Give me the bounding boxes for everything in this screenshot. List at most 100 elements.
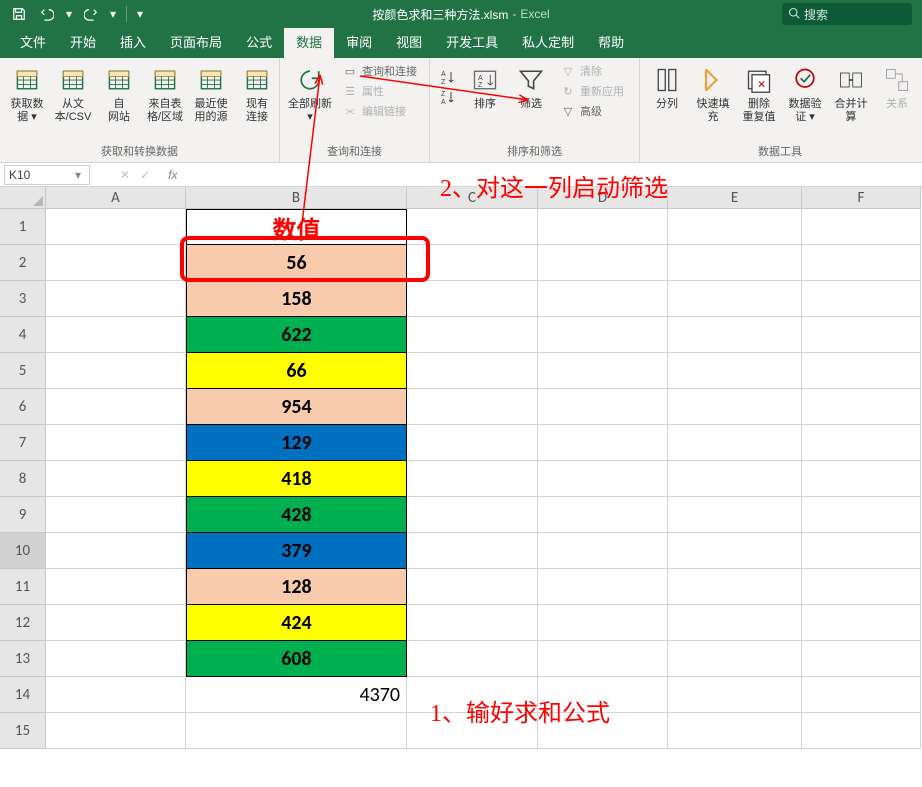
cell-A15[interactable]: [46, 713, 186, 749]
sort-desc-button[interactable]: ZA: [436, 88, 460, 106]
cell-E9[interactable]: [668, 497, 802, 533]
cell-D11[interactable]: [538, 569, 668, 605]
cell-F6[interactable]: [802, 389, 921, 425]
formula-input[interactable]: [183, 165, 922, 185]
select-all-corner[interactable]: [0, 187, 46, 209]
cell-C15[interactable]: [407, 713, 538, 749]
cell-D4[interactable]: [538, 317, 668, 353]
cell-B12[interactable]: 424: [186, 605, 407, 641]
cell-A8[interactable]: [46, 461, 186, 497]
row-header-6[interactable]: 6: [0, 389, 46, 425]
cell-C8[interactable]: [407, 461, 538, 497]
refresh-all-button[interactable]: 全部刷新 ▾: [286, 62, 334, 126]
search-box[interactable]: 搜索: [782, 3, 912, 25]
ribbon-btn-g1-5[interactable]: 现有 连接: [236, 62, 278, 126]
menu-tab-2[interactable]: 插入: [108, 26, 158, 58]
cell-C11[interactable]: [407, 569, 538, 605]
ribbon-btn-g4-5[interactable]: 关系: [876, 62, 918, 113]
cell-C12[interactable]: [407, 605, 538, 641]
properties-button[interactable]: ☰属性: [338, 82, 421, 100]
undo-dropdown-icon[interactable]: ▾: [64, 3, 74, 25]
cancel-icon[interactable]: ✕: [120, 168, 130, 182]
cell-F8[interactable]: [802, 461, 921, 497]
menu-tab-8[interactable]: 开发工具: [434, 26, 510, 58]
cell-F12[interactable]: [802, 605, 921, 641]
cell-D9[interactable]: [538, 497, 668, 533]
cell-E7[interactable]: [668, 425, 802, 461]
cell-D5[interactable]: [538, 353, 668, 389]
row-header-3[interactable]: 3: [0, 281, 46, 317]
row-header-8[interactable]: 8: [0, 461, 46, 497]
cell-B10[interactable]: 379: [186, 533, 407, 569]
cell-F2[interactable]: [802, 245, 921, 281]
cell-E15[interactable]: [668, 713, 802, 749]
column-header-E[interactable]: E: [668, 187, 802, 209]
ribbon-btn-g4-0[interactable]: 分列: [646, 62, 688, 113]
cell-C3[interactable]: [407, 281, 538, 317]
cell-A7[interactable]: [46, 425, 186, 461]
menu-tab-10[interactable]: 帮助: [586, 26, 636, 58]
cell-B14[interactable]: 4370: [186, 677, 407, 713]
cell-C9[interactable]: [407, 497, 538, 533]
cell-C13[interactable]: [407, 641, 538, 677]
redo-dropdown-icon[interactable]: ▾: [108, 3, 118, 25]
row-header-2[interactable]: 2: [0, 245, 46, 281]
cell-D12[interactable]: [538, 605, 668, 641]
cell-B9[interactable]: 428: [186, 497, 407, 533]
cell-B1[interactable]: 数值: [186, 209, 407, 245]
cell-B15[interactable]: [186, 713, 407, 749]
cell-A12[interactable]: [46, 605, 186, 641]
fx-icon[interactable]: fx: [168, 168, 177, 182]
menu-tab-5[interactable]: 数据: [284, 26, 334, 58]
cell-A3[interactable]: [46, 281, 186, 317]
cell-C10[interactable]: [407, 533, 538, 569]
cell-E2[interactable]: [668, 245, 802, 281]
cell-F4[interactable]: [802, 317, 921, 353]
menu-tab-7[interactable]: 视图: [384, 26, 434, 58]
sort-button[interactable]: AZ 排序: [464, 62, 506, 113]
cell-E14[interactable]: [668, 677, 802, 713]
menu-tab-4[interactable]: 公式: [234, 26, 284, 58]
cell-A11[interactable]: [46, 569, 186, 605]
cell-F11[interactable]: [802, 569, 921, 605]
cell-E3[interactable]: [668, 281, 802, 317]
cell-F13[interactable]: [802, 641, 921, 677]
qat-customize-icon[interactable]: ▾: [135, 3, 145, 25]
cell-B11[interactable]: 128: [186, 569, 407, 605]
cell-A10[interactable]: [46, 533, 186, 569]
row-header-15[interactable]: 15: [0, 713, 46, 749]
cell-F7[interactable]: [802, 425, 921, 461]
cell-E10[interactable]: [668, 533, 802, 569]
cell-A14[interactable]: [46, 677, 186, 713]
advanced-filter-button[interactable]: ▽高级: [556, 102, 628, 120]
row-header-12[interactable]: 12: [0, 605, 46, 641]
cell-E11[interactable]: [668, 569, 802, 605]
cell-E8[interactable]: [668, 461, 802, 497]
cell-D2[interactable]: [538, 245, 668, 281]
cell-C1[interactable]: [407, 209, 538, 245]
edit-links-button[interactable]: ⫘编辑链接: [338, 102, 421, 120]
column-header-F[interactable]: F: [802, 187, 921, 209]
row-header-11[interactable]: 11: [0, 569, 46, 605]
ribbon-btn-g4-4[interactable]: 合并计算: [830, 62, 872, 126]
cell-A13[interactable]: [46, 641, 186, 677]
undo-icon[interactable]: [36, 3, 58, 25]
cell-E6[interactable]: [668, 389, 802, 425]
column-header-C[interactable]: C: [407, 187, 538, 209]
redo-icon[interactable]: [80, 3, 102, 25]
cell-A2[interactable]: [46, 245, 186, 281]
cell-D14[interactable]: [538, 677, 668, 713]
ribbon-btn-g1-1[interactable]: 从文 本/CSV: [52, 62, 94, 126]
ribbon-btn-g1-3[interactable]: 来自表 格/区域: [144, 62, 186, 126]
cell-E4[interactable]: [668, 317, 802, 353]
cell-B4[interactable]: 622: [186, 317, 407, 353]
cell-E5[interactable]: [668, 353, 802, 389]
cell-E13[interactable]: [668, 641, 802, 677]
row-header-9[interactable]: 9: [0, 497, 46, 533]
cell-D3[interactable]: [538, 281, 668, 317]
menu-tab-1[interactable]: 开始: [58, 26, 108, 58]
cell-B2[interactable]: 56: [186, 245, 407, 281]
cell-D10[interactable]: [538, 533, 668, 569]
cell-C4[interactable]: [407, 317, 538, 353]
filter-button[interactable]: 筛选: [510, 62, 552, 113]
